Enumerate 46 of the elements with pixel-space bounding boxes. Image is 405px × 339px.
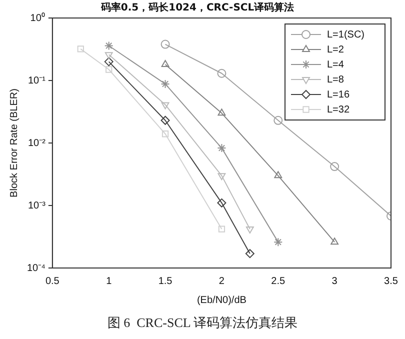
- point: [161, 60, 170, 68]
- legend-label: L=32: [327, 104, 350, 116]
- point: [217, 198, 226, 208]
- legend-label: L=8: [327, 74, 344, 86]
- y-tick-label: 10⁰: [30, 12, 46, 24]
- y-tick-label: 10⁻⁴: [27, 262, 46, 274]
- point: [160, 79, 170, 88]
- point: [330, 238, 339, 245]
- x-axis-title: (Eb/N0)/dB: [196, 294, 247, 306]
- point: [218, 108, 226, 116]
- point: [246, 226, 254, 234]
- legend-label: L=4: [327, 59, 344, 70]
- point: [77, 46, 84, 52]
- point: [217, 144, 226, 153]
- point: [104, 41, 114, 50]
- y-tick-label: 10⁻²: [28, 138, 46, 149]
- point: [217, 68, 226, 78]
- y-tick-label: 10⁻³: [28, 200, 46, 212]
- point: [274, 116, 283, 125]
- point: [218, 173, 226, 180]
- x-tick-label: 1.5: [158, 276, 173, 287]
- point: [162, 130, 169, 138]
- point: [106, 66, 112, 73]
- y-axis-title: Block Error Rate (BLER): [8, 88, 20, 198]
- point: [161, 102, 170, 110]
- x-tick-label: 0.5: [45, 276, 60, 287]
- point: [104, 57, 114, 66]
- point: [245, 249, 254, 258]
- point: [330, 162, 340, 172]
- point: [274, 238, 283, 247]
- point: [160, 40, 170, 49]
- x-tick-label: 3: [332, 276, 338, 287]
- legend-label: L=1(SC): [327, 29, 365, 40]
- point: [160, 116, 170, 125]
- x-tick-label: 3.5: [384, 276, 398, 287]
- caption: 图 6 CRC-SCL 译码算法仿真结果: [106, 314, 299, 332]
- point: [274, 171, 282, 178]
- legend-label: L=2: [327, 44, 344, 56]
- y-tick-label: 10⁻¹: [28, 75, 46, 86]
- point: [104, 52, 113, 60]
- x-tick-label: 2.5: [271, 276, 286, 287]
- legend-label: L=16: [327, 89, 350, 100]
- chart-title: 码率0.5，码长1024，CRC-SCL译码算法: [100, 2, 294, 14]
- x-tick-label: 2: [218, 276, 225, 287]
- point: [218, 226, 226, 232]
- x-tick-label: 1: [106, 276, 112, 287]
